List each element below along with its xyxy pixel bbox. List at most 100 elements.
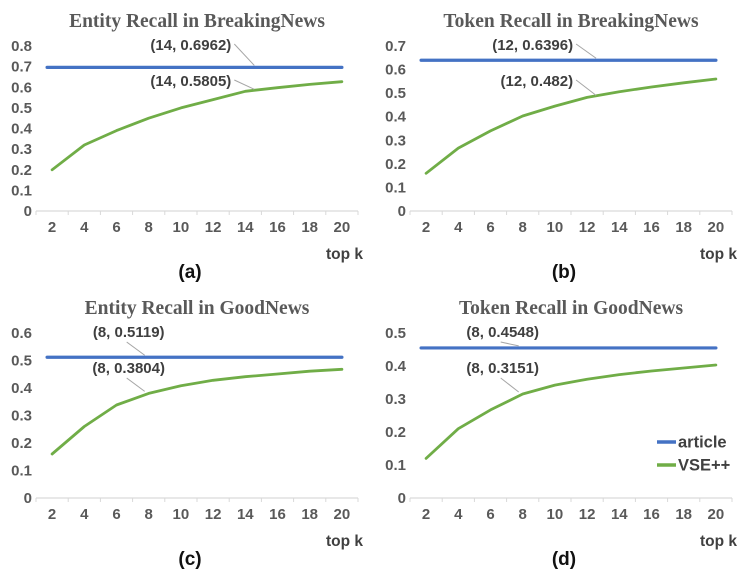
annotation-leader <box>575 43 597 59</box>
x-tick-label: 14 <box>611 506 628 523</box>
x-tick-label: 6 <box>486 506 494 523</box>
annotation-label: (8, 0.3151) <box>466 360 539 377</box>
y-tick-label: 0.8 <box>11 38 32 55</box>
y-tick-label: 0.3 <box>11 408 32 425</box>
x-tick-label: 8 <box>145 506 153 523</box>
x-tick-label: 18 <box>301 506 318 523</box>
y-tick-label: 0.3 <box>11 141 32 158</box>
annotation-label: (12, 0.482) <box>501 73 574 90</box>
y-tick-label: 0.4 <box>11 380 33 397</box>
x-axis-label: top k <box>326 246 363 263</box>
x-tick-label: 6 <box>112 219 120 236</box>
y-tick-label: 0.1 <box>385 179 406 196</box>
x-tick-label: 16 <box>269 506 286 523</box>
y-tick-label: 0.5 <box>385 325 406 342</box>
legend-label: article <box>678 434 727 452</box>
vse-curve <box>424 77 718 175</box>
y-tick-label: 0.3 <box>385 391 406 408</box>
annotation-label: (8, 0.5119) <box>93 324 165 341</box>
x-tick-label: 12 <box>579 506 596 523</box>
legend-label: VSE++ <box>678 457 730 475</box>
chart-title: Entity Recall in GoodNews <box>85 298 310 319</box>
y-tick-label: 0.5 <box>11 100 32 117</box>
annotation-leader <box>126 377 145 392</box>
chart-title: Token Recall in BreakingNews <box>443 11 699 32</box>
y-tick-label: 0.4 <box>385 358 407 375</box>
chart-panel-a: Entity Recall in BreakingNews 0 0.1 0.2 0.3 0… <box>0 0 373 290</box>
x-tick-label: 12 <box>579 219 596 236</box>
y-tick-label: 0.6 <box>11 325 32 342</box>
vse-curve <box>50 367 344 456</box>
x-tick-label: 4 <box>454 506 463 523</box>
chart-title: Entity Recall in BreakingNews <box>69 11 325 32</box>
x-tick-label: 18 <box>675 219 692 236</box>
y-tick-label: 0.2 <box>11 162 32 179</box>
y-tick-label: 0.5 <box>385 85 406 102</box>
x-tick-label: 12 <box>205 506 222 523</box>
annotation-label: (8, 0.4548) <box>466 324 539 341</box>
y-tick-label: 0 <box>398 203 406 220</box>
x-tick-label: 14 <box>237 506 254 523</box>
chart-title: Token Recall in GoodNews <box>459 298 684 319</box>
y-tick-label: 0 <box>24 490 32 507</box>
annotation-leader <box>500 341 519 347</box>
x-tick-label: 20 <box>708 219 725 236</box>
x-tick-label: 8 <box>519 506 527 523</box>
y-tick-label: 0.7 <box>11 59 32 76</box>
y-tick-label: 0.6 <box>11 79 32 96</box>
chart-panel-c: Entity Recall in GoodNews 0 0.1 0.2 0.3 0.4 0.… <box>0 287 373 577</box>
chart-svg-b: Token Recall in BreakingNews 0 0.1 0.2 0.3 0.… <box>385 11 737 283</box>
x-tick-label: 2 <box>422 219 430 236</box>
vse-curve <box>50 80 344 172</box>
x-tick-label: 16 <box>643 219 660 236</box>
x-axis-label: top k <box>700 246 737 263</box>
annotation-leader <box>126 341 145 356</box>
y-tick-label: 0.5 <box>11 353 32 370</box>
x-tick-label: 20 <box>708 506 725 523</box>
y-tick-label: 0.7 <box>385 38 406 55</box>
x-tick-label: 4 <box>80 506 89 523</box>
x-tick-label: 6 <box>112 506 120 523</box>
x-tick-label: 10 <box>547 506 564 523</box>
x-tick-label: 8 <box>519 219 527 236</box>
panel-letter: (a) <box>178 262 201 283</box>
x-tick-label: 2 <box>422 506 430 523</box>
x-tick-label: 10 <box>173 219 190 236</box>
x-tick-label: 14 <box>611 219 628 236</box>
chart-svg-d: Token Recall in GoodNews 0 0.1 0.2 0.3 0.4 0.5… <box>385 298 737 570</box>
x-tick-label: 10 <box>547 219 564 236</box>
annotation-leader <box>233 43 255 66</box>
annotation-leader <box>575 79 597 96</box>
annotation-leader <box>234 79 255 90</box>
chart-svg-c: Entity Recall in GoodNews 0 0.1 0.2 0.3 0.4 0.… <box>11 298 363 570</box>
x-tick-label: 4 <box>454 219 463 236</box>
annotation-label: (8, 0.3804) <box>92 360 165 377</box>
chart-panel-b: Token Recall in BreakingNews 0 0.1 0.2 0.3 0.… <box>374 0 747 290</box>
y-tick-label: 0.6 <box>385 62 406 79</box>
annotation-label: (14, 0.5805) <box>150 73 231 90</box>
y-tick-label: 0.4 <box>11 121 33 138</box>
x-tick-label: 16 <box>643 506 660 523</box>
x-tick-label: 2 <box>48 506 56 523</box>
x-tick-label: 18 <box>675 506 692 523</box>
x-tick-label: 6 <box>486 219 494 236</box>
x-tick-label: 18 <box>301 219 318 236</box>
y-tick-label: 0.3 <box>385 132 406 149</box>
x-tick-label: 8 <box>145 219 153 236</box>
y-tick-label: 0.2 <box>385 424 406 441</box>
y-tick-label: 0.1 <box>385 457 406 474</box>
y-tick-label: 0.2 <box>385 156 406 173</box>
x-tick-label: 20 <box>334 219 351 236</box>
x-tick-label: 4 <box>80 219 89 236</box>
x-tick-label: 2 <box>48 219 56 236</box>
x-tick-label: 20 <box>334 506 351 523</box>
panel-letter: (c) <box>178 549 201 570</box>
y-tick-label: 0.4 <box>385 109 407 126</box>
panel-letter: (b) <box>552 262 576 283</box>
x-tick-label: 14 <box>237 219 254 236</box>
chart-panel-d: Token Recall in GoodNews 0 0.1 0.2 0.3 0.4 0.5… <box>374 287 747 577</box>
panel-letter: (d) <box>552 549 576 570</box>
chart-svg-a: Entity Recall in BreakingNews 0 0.1 0.2 0.3 0… <box>11 11 363 283</box>
y-tick-label: 0.2 <box>11 435 32 452</box>
y-tick-label: 0 <box>398 490 406 507</box>
